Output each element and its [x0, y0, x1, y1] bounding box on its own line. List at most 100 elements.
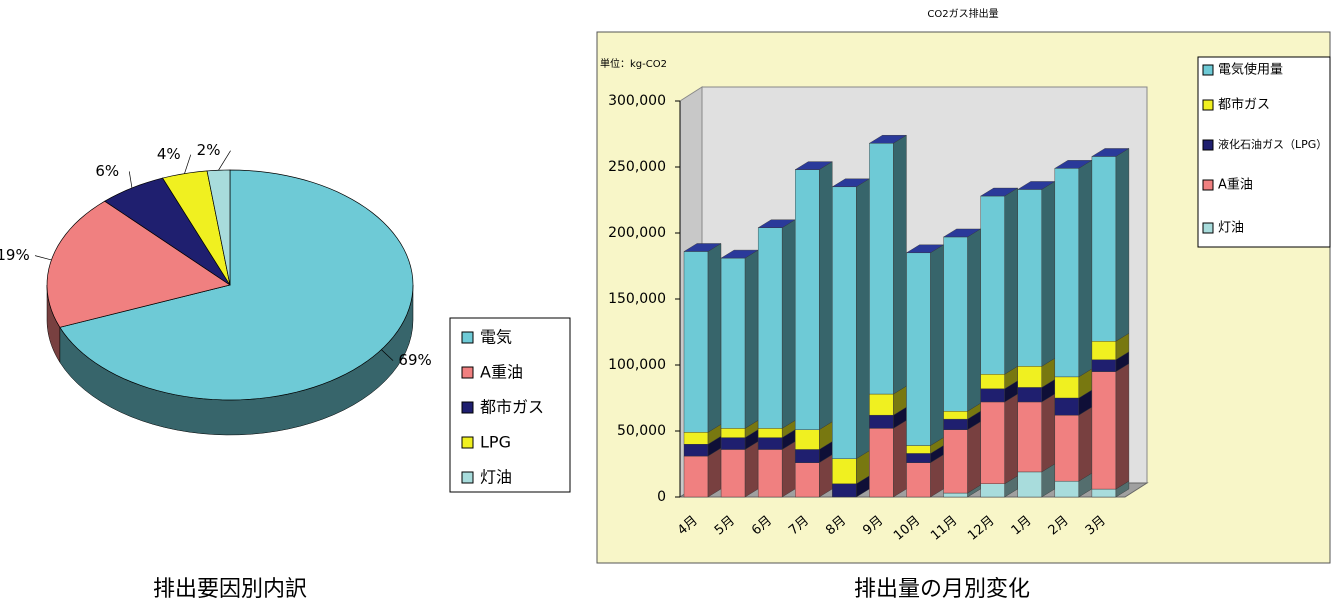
y-tick-label: 100,000 — [608, 357, 666, 373]
bar-segment-side — [1041, 181, 1055, 367]
bar-top — [868, 135, 908, 144]
legend-label: A重油 — [480, 363, 523, 382]
bar-segment — [1091, 156, 1117, 342]
bar-segment — [1054, 376, 1080, 399]
bar-segment-side — [893, 420, 907, 498]
bar-segment-side — [967, 228, 981, 412]
bar-segment — [832, 458, 857, 485]
bar-segment-side — [967, 421, 981, 494]
bar-segment-side — [819, 161, 833, 431]
legend-swatch — [461, 366, 474, 379]
bar-segment-side — [781, 219, 796, 429]
bar-top — [1091, 148, 1130, 157]
pie-slice — [59, 169, 414, 401]
leader-line — [184, 154, 192, 174]
bar-segment — [795, 429, 820, 450]
bar-segment — [980, 195, 1005, 375]
legend-label: 電気 — [480, 328, 512, 347]
bar-segment — [1017, 366, 1042, 388]
bar-segment — [869, 143, 894, 395]
bar-segment — [720, 449, 746, 498]
bar-segment — [757, 428, 783, 438]
bar-top — [683, 243, 722, 252]
bar-segment — [1091, 488, 1117, 498]
pie-slice — [162, 170, 231, 286]
bar-segment-side — [1041, 393, 1055, 473]
pie-label: 19% — [0, 246, 30, 264]
leader-line — [34, 255, 52, 261]
bar-segment-side — [1078, 406, 1093, 482]
unit-label: 単位：kg-CO2 — [600, 57, 667, 70]
bar-segment — [757, 449, 783, 498]
legend-swatch — [1202, 139, 1214, 151]
bar-segment — [943, 418, 968, 430]
legend-label: 電気使用量 — [1218, 62, 1283, 78]
bar-segment-side — [893, 134, 907, 395]
legend-swatch — [1202, 64, 1214, 76]
legend-swatch — [461, 471, 474, 484]
bar-segment — [795, 169, 820, 430]
legend-swatch — [461, 331, 474, 344]
bar-segment — [720, 437, 746, 450]
leader-line — [381, 349, 394, 361]
bar-segment — [906, 462, 931, 498]
bar-segment — [943, 236, 968, 412]
bar-segment-side — [781, 441, 796, 498]
bar-segment-side — [1115, 363, 1130, 490]
legend-label: 灯油 — [480, 468, 512, 487]
bar-segment — [832, 483, 857, 498]
bar-segment-side — [707, 243, 722, 433]
bar-segment — [1017, 189, 1042, 367]
bar-segment — [980, 483, 1005, 498]
legend-swatch — [461, 436, 474, 449]
bar-segment — [795, 449, 820, 463]
bar-segment — [1017, 401, 1042, 473]
y-tick-label: 300,000 — [608, 93, 666, 109]
bar-segment — [906, 453, 931, 463]
bar-segment — [757, 227, 783, 429]
legend-label: A重油 — [1218, 177, 1253, 193]
legend-label: 灯油 — [1218, 221, 1244, 236]
bar-segment — [869, 414, 894, 429]
legend-swatch — [1202, 222, 1214, 234]
bar-segment-side — [1004, 393, 1018, 485]
bar-segment — [832, 186, 857, 459]
pie-label: 2% — [197, 141, 221, 159]
bar-segment — [1054, 480, 1080, 498]
bar-segment — [1017, 387, 1042, 403]
bar-segment — [943, 429, 968, 494]
pie-label: 69% — [398, 351, 431, 369]
bar-segment — [757, 437, 783, 450]
bar-segment — [1091, 359, 1117, 372]
bar-segment — [906, 445, 931, 454]
y-tick-label: 200,000 — [608, 225, 666, 241]
bar-segment — [720, 257, 746, 429]
bar-segment — [943, 492, 968, 498]
bar-segment — [1091, 371, 1117, 490]
bar-segment — [720, 428, 746, 438]
y-tick-label: 250,000 — [608, 159, 666, 175]
bar-segment — [906, 252, 931, 446]
bar-top — [794, 161, 833, 170]
bar-caption: 排出量の月別変化 — [854, 577, 1030, 602]
bar-segment — [683, 251, 709, 433]
legend-label: 都市ガス — [480, 398, 544, 417]
pie-caption: 排出要因別内訳 — [153, 577, 307, 602]
legend-label: LPG — [480, 433, 511, 452]
legend-label: 液化石油ガス（LPG） — [1218, 137, 1327, 151]
y-tick-label: 50,000 — [617, 423, 666, 439]
leader-line — [218, 150, 231, 171]
bar-segment — [1054, 397, 1080, 416]
leader-line — [128, 171, 133, 188]
y-tick-label: 0 — [657, 489, 666, 505]
bar-segment-side — [1115, 148, 1130, 342]
bar-segment — [683, 432, 709, 445]
bar-segment — [1017, 471, 1042, 498]
bar-segment-side — [1004, 187, 1018, 375]
bar-segment — [980, 374, 1005, 389]
legend-swatch — [1202, 99, 1214, 111]
bar-segment — [683, 444, 709, 457]
bar-segment-side — [744, 249, 759, 429]
pie-slice — [46, 200, 231, 328]
bar-segment — [1054, 168, 1080, 378]
